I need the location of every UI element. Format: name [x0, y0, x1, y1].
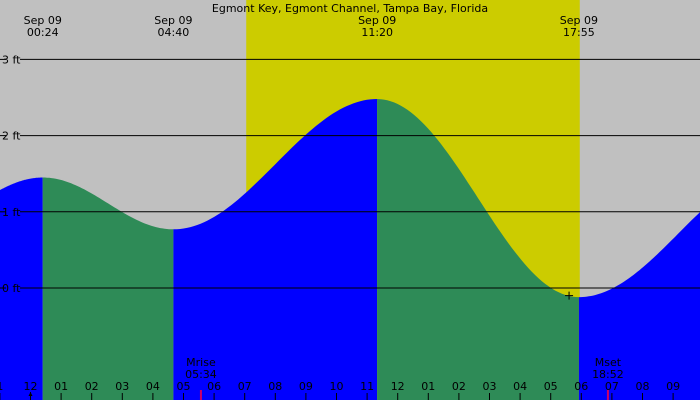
tide-time-label: 04:40: [158, 26, 190, 39]
x-tick-label: 08: [636, 380, 650, 393]
falling-tide-area: [42, 177, 174, 400]
tide-time-label: 00:24: [27, 26, 59, 39]
x-tick-label: 03: [115, 380, 129, 393]
tide-date-label: Sep 09: [560, 14, 598, 27]
x-tick-label: 12: [391, 380, 405, 393]
rising-tide-area: [173, 99, 378, 400]
tide-date-label: Sep 09: [154, 14, 192, 27]
x-tick-label: 06: [207, 380, 221, 393]
moon-event-time: 05:34: [185, 368, 217, 381]
current-marker: [565, 291, 574, 300]
x-tick-label: 06: [574, 380, 588, 393]
x-tick-label: 04: [146, 380, 160, 393]
x-tick-label: 04: [513, 380, 527, 393]
moon-event-name: Mrise: [186, 356, 216, 369]
x-tick-label: 10: [330, 380, 344, 393]
moon-event-name: Mset: [595, 356, 622, 369]
tide-time-label: 11:20: [361, 26, 393, 39]
x-tick-label: 03: [483, 380, 497, 393]
x-tick-label: 05: [544, 380, 558, 393]
gridlines: [0, 58, 700, 289]
x-tick-label: 07: [238, 380, 252, 393]
x-tick-label: 01: [421, 380, 435, 393]
y-tick-label: 1 ft: [2, 206, 21, 219]
x-tick-label: 08: [268, 380, 282, 393]
rising-tide-area: [578, 212, 700, 400]
falling-tide-area: [377, 99, 579, 400]
y-axis-labels: 0 ft 1 ft 2 ft 3 ft: [2, 53, 21, 295]
tide-time-label: 17:55: [563, 26, 595, 39]
y-tick-label: 0 ft: [2, 282, 21, 295]
tide-areas: [0, 99, 700, 400]
x-tick-label: 02: [85, 380, 99, 393]
x-tick-label: 01: [54, 380, 68, 393]
x-tick-label: 02: [452, 380, 466, 393]
tide-date-label: Sep 09: [358, 14, 396, 27]
x-tick-label: 09: [666, 380, 680, 393]
x-tick-label: 12: [24, 380, 38, 393]
tide-date-label: Sep 09: [24, 14, 62, 27]
x-tick-label: 07: [605, 380, 619, 393]
chart-title: Egmont Key, Egmont Channel, Tampa Bay, F…: [212, 2, 488, 15]
moon-event-time: 18:52: [592, 368, 624, 381]
x-tick-label: 09: [299, 380, 313, 393]
rising-tide-area: [0, 177, 43, 400]
y-tick-label: 2 ft: [2, 130, 21, 143]
x-tick-label: 1: [0, 380, 3, 393]
x-axis: 1 12 01 02 03 04 05 06 07 08 09 10 11 12 01 02 03 04 05 06 0…: [0, 380, 680, 400]
y-tick-label: 3 ft: [2, 53, 21, 66]
x-tick-label: 11: [360, 380, 374, 393]
x-tick-label: 05: [177, 380, 191, 393]
